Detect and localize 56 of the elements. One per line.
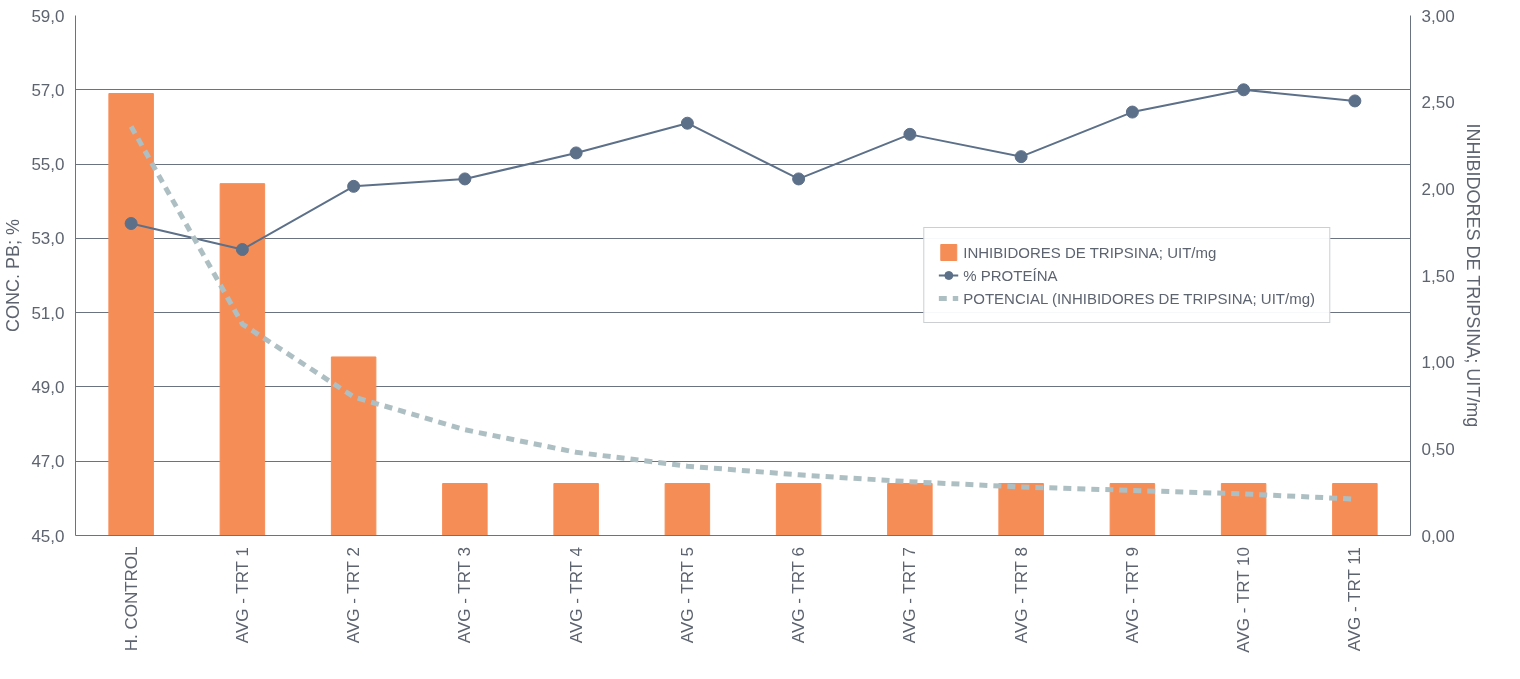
point — [569, 146, 583, 160]
bar — [1220, 483, 1267, 536]
x-tick-label: AVG - TRT 2 — [344, 547, 364, 644]
bar — [553, 483, 599, 536]
bar — [108, 93, 154, 536]
legend-label: POTENCIAL (INHIBIDORES DE TRIPSINA; UIT/mg) — [963, 289, 1315, 307]
point — [347, 179, 361, 193]
y2-tick-label: 0,50 — [1421, 439, 1455, 459]
y-tick-label: 51,0 — [31, 303, 65, 323]
bar — [1109, 483, 1156, 536]
bar — [664, 483, 711, 536]
bar — [1332, 483, 1378, 536]
y2-tick-label: 2,00 — [1421, 179, 1455, 199]
point — [1125, 105, 1139, 119]
bar — [998, 483, 1044, 536]
y2-tick-label: 0,00 — [1421, 526, 1455, 546]
point — [458, 172, 472, 186]
y-tick-label: 53,0 — [31, 229, 65, 249]
point — [903, 127, 917, 141]
x-tick-label: H. CONTROL — [121, 546, 141, 652]
x-tick-label: AVG - TRT 7 — [900, 547, 920, 644]
x-tick-label: AVG - TRT 11 — [1345, 547, 1365, 652]
bar — [219, 183, 266, 536]
point — [235, 243, 249, 256]
y-tick-label: 49,0 — [31, 377, 65, 397]
y2-tick-label: 3,00 — [1421, 6, 1455, 26]
x-tick-label: AVG - TRT 9 — [1122, 547, 1142, 644]
x-tick-label: AVG - TRT 6 — [789, 547, 809, 644]
bar — [887, 483, 933, 536]
y-tick-label: 47,0 — [31, 452, 65, 472]
x-tick-label: AVG - TRT 4 — [566, 547, 586, 644]
x-tick-label: AVG - TRT 8 — [1011, 547, 1031, 644]
x-tick-label: AVG - TRT 10 — [1234, 547, 1254, 653]
point — [1237, 83, 1251, 97]
legend-label: % PROTEÍNA — [963, 266, 1058, 284]
bar — [442, 483, 488, 536]
y-tick-label: 55,0 — [31, 155, 65, 175]
point — [1014, 150, 1028, 164]
y-axis-title: CONC. PB; % — [3, 218, 24, 333]
y-tick-label: 57,0 — [31, 80, 65, 100]
x-tick-label: AVG - TRT 5 — [677, 547, 697, 644]
bar — [775, 483, 822, 536]
point — [124, 217, 138, 230]
point — [680, 116, 694, 130]
y-tick-label: 45,0 — [31, 526, 65, 546]
bar — [330, 356, 377, 536]
x-tick-label: AVG - TRT 3 — [455, 547, 475, 644]
legend-label: INHIBIDORES DE TRIPSINA; UIT/mg — [963, 243, 1217, 261]
y2-tick-label: 2,50 — [1421, 93, 1455, 113]
point — [792, 172, 806, 186]
x-tick-label: AVG - TRT 1 — [232, 547, 252, 644]
point — [1348, 94, 1362, 108]
y2-axis-title: INHIBIDORES DE TRIPSINA; UIT/mg — [1462, 123, 1483, 428]
y-tick-label: 59,0 — [31, 6, 65, 26]
y2-tick-label: 1,50 — [1421, 266, 1455, 286]
y2-tick-label: 1,00 — [1421, 353, 1455, 373]
